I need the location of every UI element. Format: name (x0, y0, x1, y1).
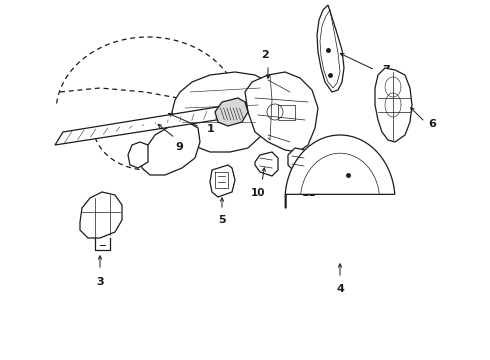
Polygon shape (285, 135, 395, 208)
Polygon shape (210, 165, 235, 197)
Polygon shape (80, 192, 122, 238)
Text: 4: 4 (336, 284, 344, 294)
Polygon shape (55, 102, 248, 145)
Text: 8: 8 (275, 107, 283, 117)
Polygon shape (288, 148, 308, 172)
Text: 3: 3 (96, 277, 104, 287)
Polygon shape (375, 68, 412, 142)
Polygon shape (215, 98, 248, 126)
Text: 7: 7 (382, 65, 390, 75)
Text: 5: 5 (218, 215, 226, 225)
Text: 10: 10 (251, 188, 265, 198)
Text: 11: 11 (302, 188, 317, 198)
Text: 2: 2 (261, 50, 269, 60)
Polygon shape (172, 72, 275, 152)
Polygon shape (255, 152, 278, 176)
Polygon shape (317, 5, 344, 92)
Polygon shape (128, 142, 148, 168)
Text: 6: 6 (428, 119, 436, 129)
Polygon shape (245, 72, 318, 152)
Polygon shape (140, 122, 200, 175)
Text: 1: 1 (207, 124, 215, 134)
Text: 9: 9 (175, 142, 183, 152)
